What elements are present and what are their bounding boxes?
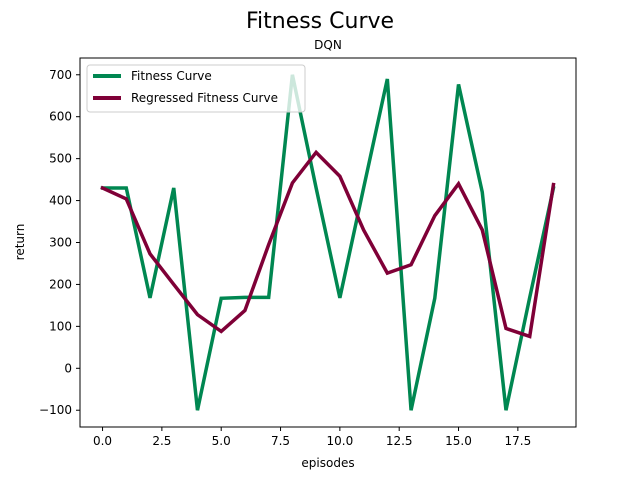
legend-box (86, 64, 306, 113)
y-tick-label: −100 (39, 403, 72, 417)
y-tick-label: 200 (49, 277, 72, 291)
x-tick-label: 2.5 (152, 434, 171, 448)
chart-title: Fitness Curve (246, 9, 394, 34)
y-tick-label: 700 (49, 68, 72, 82)
y-tick-label: 500 (49, 152, 72, 166)
x-tick-label: 17.5 (504, 434, 531, 448)
x-axis-label: episodes (301, 456, 354, 470)
series-layer (100, 74, 556, 411)
y-axis-ticks: −100 0 100 200 300 400 500 600 700 (39, 68, 80, 417)
chart-subtitle: DQN (314, 38, 342, 52)
x-tick-label: 10.0 (327, 434, 354, 448)
legend: Fitness Curve Regressed Fitness Curve (86, 64, 306, 113)
x-tick-label: 15.0 (445, 434, 472, 448)
x-axis-ticks: 0.0 2.5 5.0 7.5 10.0 12.5 15.0 17.5 (93, 427, 531, 448)
legend-label-fitness: Fitness Curve (131, 69, 212, 83)
series-line-regressed-fitness-curve (100, 149, 556, 339)
x-tick-label: 0.0 (93, 434, 112, 448)
y-tick-label: 600 (49, 110, 72, 124)
y-tick-label: 400 (49, 194, 72, 208)
x-tick-label: 7.5 (271, 434, 290, 448)
y-tick-label: 0 (64, 361, 72, 375)
series-line-fitness-curve (100, 74, 556, 411)
y-tick-label: 100 (49, 319, 72, 333)
legend-label-regressed: Regressed Fitness Curve (131, 91, 278, 105)
x-tick-label: 5.0 (212, 434, 231, 448)
y-axis-label: return (13, 224, 27, 261)
y-tick-label: 300 (49, 236, 72, 250)
x-tick-label: 12.5 (386, 434, 413, 448)
